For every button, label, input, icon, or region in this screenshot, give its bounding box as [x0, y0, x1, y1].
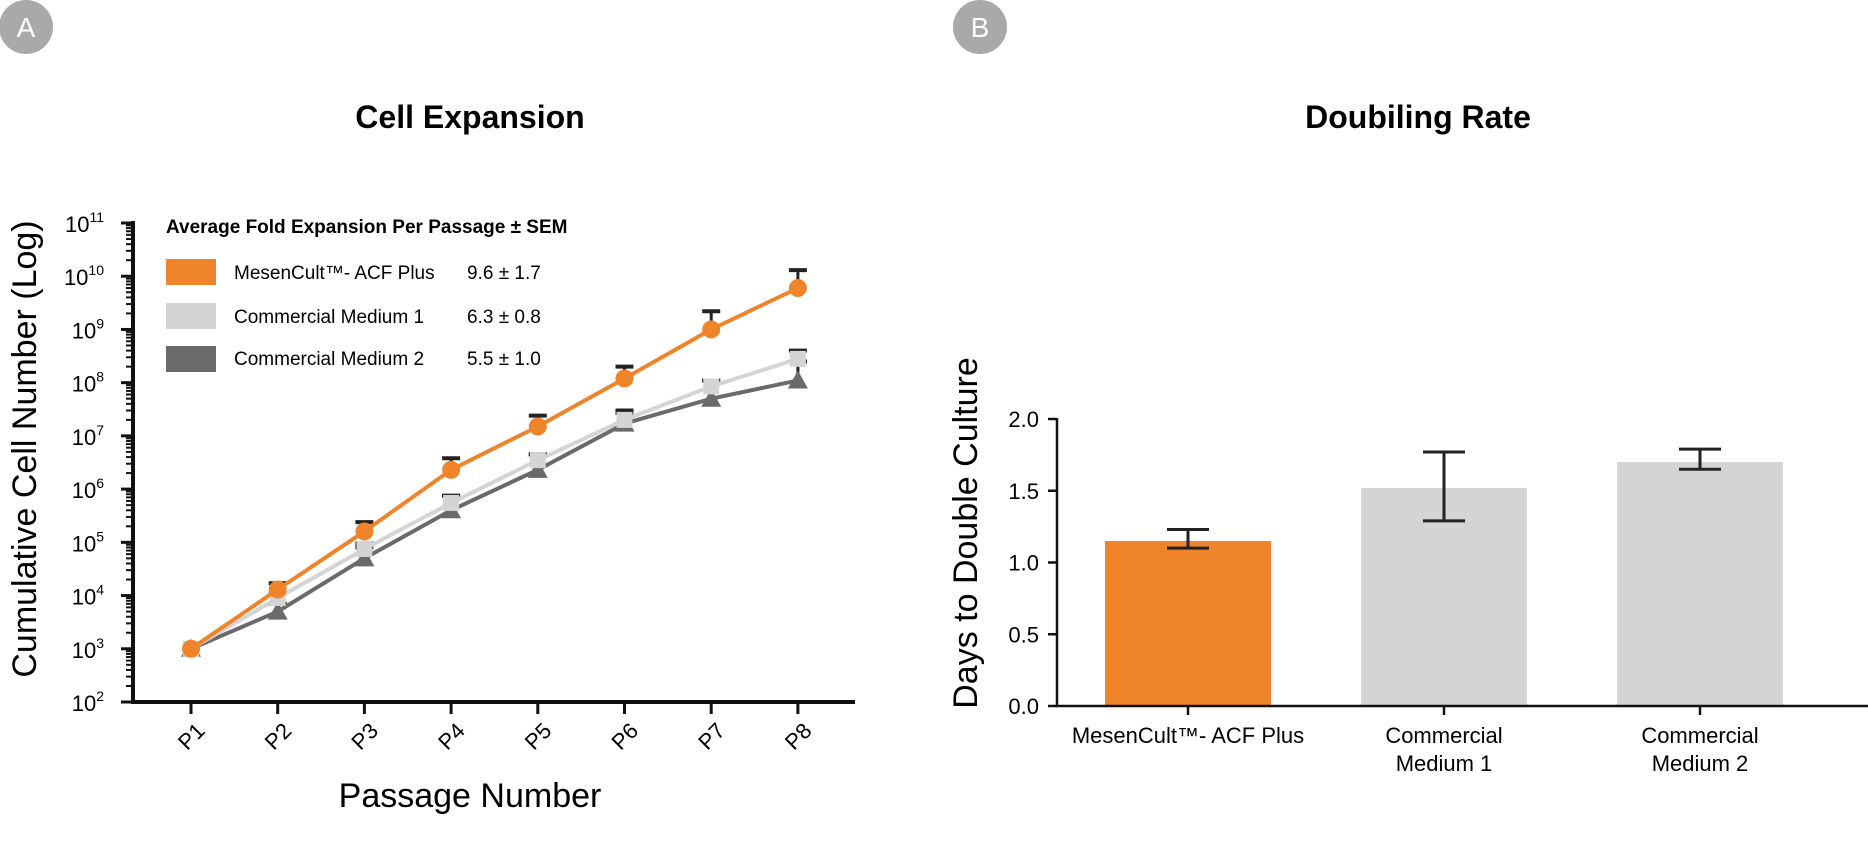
panel-b-badge-label: B	[971, 12, 990, 43]
point-medium-1	[616, 411, 633, 428]
legend-stat-medium-1: 6.3 ± 0.8	[467, 307, 541, 328]
panel-a-badge: A	[0, 0, 53, 54]
point-medium-1	[789, 350, 806, 367]
chart-a-legend: Average Fold Expansion Per Passage ± SEM…	[166, 217, 567, 372]
x-tick-label: P2	[260, 718, 297, 755]
chart-b-plot: 0.0 0.5 1.0 1.5 2.0 MesenCult™- ACF Plus Comme…	[1008, 407, 1868, 776]
x-tick-label: Commercial	[1385, 723, 1502, 748]
point-medium-1	[356, 540, 373, 557]
x-tick-label: P5	[520, 718, 557, 755]
x-tick-label: P3	[346, 718, 383, 755]
point-mesencult	[268, 580, 287, 599]
point-medium-1	[529, 452, 546, 469]
y-tick-label: 109	[72, 315, 104, 343]
y-tick-label: 102	[72, 688, 104, 716]
series-line-medium-1	[189, 356, 799, 651]
legend-swatch-medium-2	[166, 346, 216, 372]
series-line-mesencult	[189, 286, 799, 651]
x-tick-label: P1	[173, 718, 210, 755]
x-tick-label: P4	[433, 718, 470, 755]
chart-a-plot: 102 103 104 105 106 107 108 109 1010 1011 P1 P2 P3 P4…	[64, 209, 855, 755]
point-medium-2	[787, 370, 808, 389]
legend-swatch-medium-1	[166, 303, 216, 329]
point-medium-1	[443, 494, 460, 511]
x-tick-label: MesenCult™- ACF Plus	[1072, 723, 1304, 748]
point-mesencult	[788, 279, 807, 298]
y-tick-label: 105	[72, 528, 104, 556]
y-tick-label: 0.5	[1008, 622, 1039, 647]
x-tick-label: P7	[693, 718, 730, 755]
panel-a-badge-label: A	[17, 12, 36, 43]
y-tick-label: 0.0	[1008, 694, 1039, 719]
point-mesencult	[702, 320, 721, 339]
y-tick-label: 106	[72, 475, 104, 503]
panel-b-badge: B	[953, 0, 1007, 54]
y-tick-label: 107	[72, 422, 104, 450]
y-tick-label: 1.0	[1008, 551, 1039, 576]
legend-label-medium-1: Commercial Medium 1	[234, 307, 424, 328]
point-mesencult	[442, 460, 461, 479]
legend-stat-mesencult: 9.6 ± 1.7	[467, 263, 541, 284]
x-tick-label: Medium 2	[1652, 751, 1749, 776]
chart-b-title: Doubiling Rate	[1305, 99, 1531, 135]
point-medium-1	[703, 378, 720, 395]
bar-2	[1361, 487, 1527, 706]
point-medium-2	[701, 388, 722, 407]
x-tick-label: P6	[606, 718, 643, 755]
point-medium-2	[354, 548, 375, 567]
y-tick-label: 103	[72, 635, 104, 663]
legend-label-medium-2: Commercial Medium 2	[234, 349, 424, 370]
y-tick-label: 108	[72, 369, 104, 397]
bar-1	[1105, 540, 1271, 706]
point-mesencult	[355, 522, 374, 541]
point-mesencult	[528, 417, 547, 436]
chart-a-xlabel: Passage Number	[339, 777, 602, 815]
panel-a-badge-circle	[0, 0, 53, 54]
x-tick-label: P8	[780, 718, 817, 755]
legend-swatch-mesencult	[166, 259, 216, 285]
legend-stat-medium-2: 5.5 ± 1.0	[467, 349, 541, 370]
series-line-medium-2	[190, 378, 799, 651]
legend-label-mesencult: MesenCult™- ACF Plus	[234, 263, 435, 284]
x-tick-label: Medium 1	[1396, 751, 1493, 776]
x-tick-label: Commercial	[1641, 723, 1758, 748]
chart-a-ylabel: Cumulative Cell Number (Log)	[6, 220, 44, 677]
y-tick-label: 1010	[64, 262, 104, 290]
panel-b-badge-circle	[953, 0, 1007, 54]
point-medium-2	[267, 601, 288, 620]
point-mesencult	[182, 639, 200, 658]
chart-a-title: Cell Expansion	[355, 99, 584, 135]
point-mesencult	[615, 369, 634, 388]
chart-b-ylabel: Days to Double Culture	[947, 357, 985, 709]
y-tick-label: 1.5	[1008, 479, 1039, 504]
legend-title: Average Fold Expansion Per Passage ± SEM	[166, 217, 567, 238]
y-tick-label: 104	[72, 582, 104, 610]
point-medium-2	[527, 459, 548, 478]
y-tick-label: 2.0	[1008, 407, 1039, 432]
y-tick-label: 1011	[65, 209, 104, 237]
bar-3	[1617, 462, 1783, 706]
